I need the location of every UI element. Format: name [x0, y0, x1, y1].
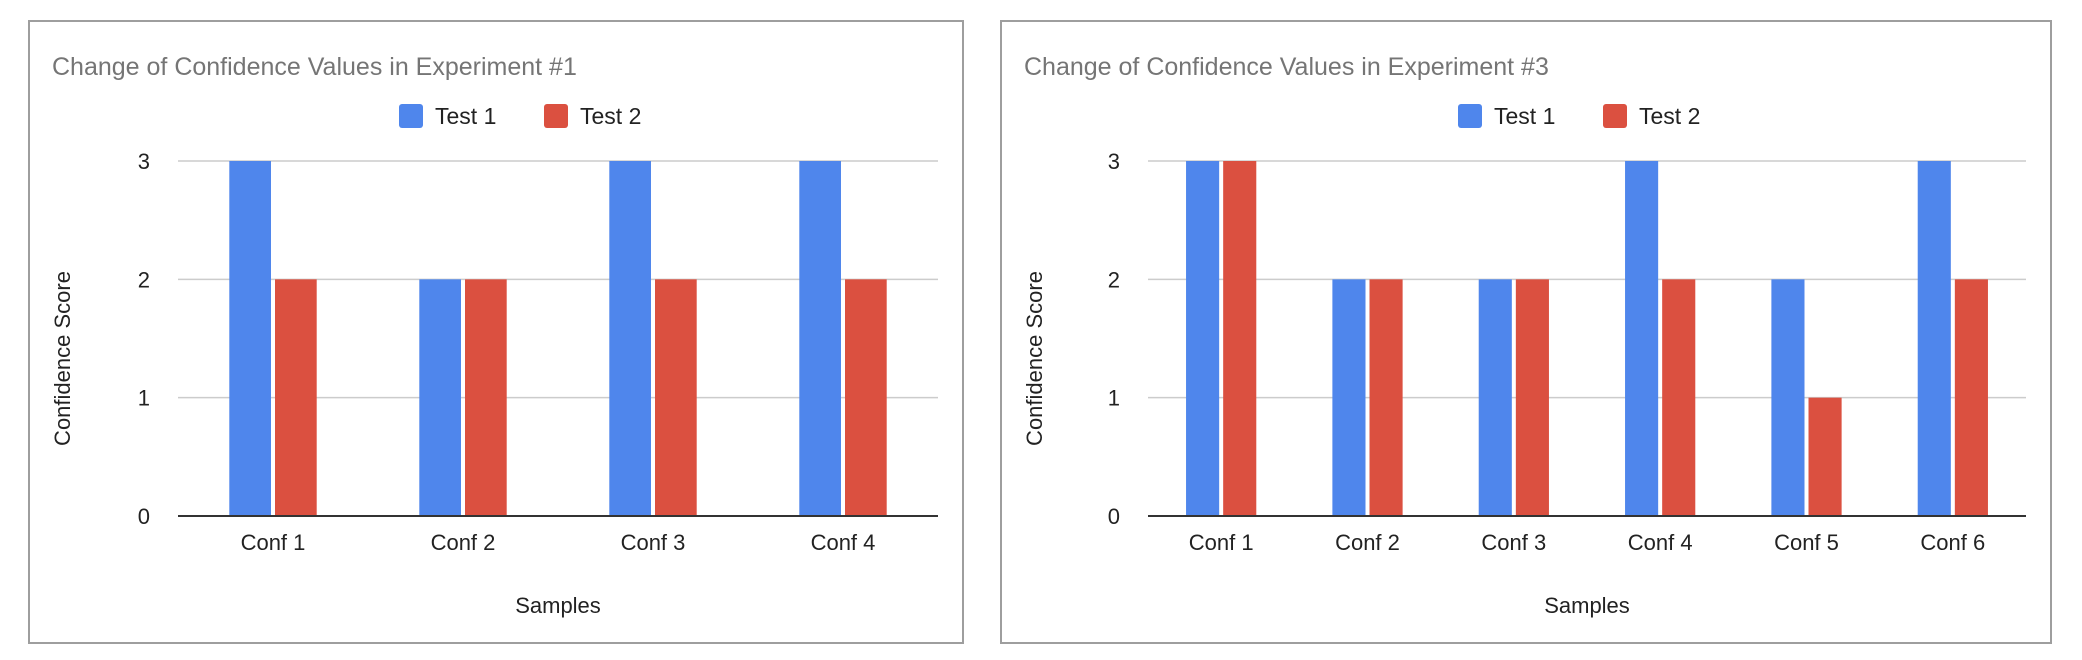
bar-test-2-conf-3 — [655, 279, 697, 516]
bar-test-1-conf-3 — [1478, 279, 1512, 516]
bar-test-2-conf-2 — [1369, 279, 1403, 516]
y-axis-title: Confidence Score — [50, 271, 75, 446]
y-tick-label-2: 2 — [1108, 267, 1120, 292]
bar-test-1-conf-4 — [1625, 161, 1659, 516]
bar-test-2-conf-5 — [1808, 397, 1842, 516]
bar-test-2-conf-3 — [1515, 279, 1549, 516]
chart-title: Change of Confidence Values in Experimen… — [1024, 53, 1549, 81]
x-axis-title: Samples — [515, 593, 601, 618]
bar-test-1-conf-3 — [609, 161, 651, 516]
bar-test-2-conf-6 — [1954, 279, 1988, 516]
y-tick-label-1: 1 — [138, 386, 150, 411]
x-tick-label-conf-3: Conf 3 — [1481, 530, 1546, 555]
x-tick-label-conf-1: Conf 1 — [241, 530, 306, 555]
bar-chart-experiment-1: Change of Confidence Values in Experimen… — [50, 53, 938, 618]
legend-swatch-test-2 — [544, 104, 568, 128]
chart-panel-experiment-3: Change of Confidence Values in Experimen… — [1000, 20, 2052, 644]
x-tick-label-conf-4: Conf 4 — [1628, 530, 1693, 555]
chart-title: Change of Confidence Values in Experimen… — [52, 53, 577, 81]
x-axis-title: Samples — [1544, 593, 1630, 618]
x-tick-label-conf-2: Conf 2 — [1335, 530, 1400, 555]
bar-test-1-conf-2 — [1332, 279, 1366, 516]
legend-swatch-test-1 — [399, 104, 423, 128]
bar-test-2-conf-1 — [275, 279, 317, 516]
y-tick-label-3: 3 — [138, 149, 150, 174]
legend-label-test-2: Test 2 — [1639, 103, 1700, 129]
y-tick-label-0: 0 — [138, 504, 150, 529]
bar-test-2-conf-2 — [465, 279, 507, 516]
bar-test-1-conf-1 — [229, 161, 271, 516]
bar-test-1-conf-2 — [419, 279, 461, 516]
x-tick-label-conf-5: Conf 5 — [1774, 530, 1839, 555]
bar-test-1-conf-5 — [1771, 279, 1805, 516]
x-tick-label-conf-2: Conf 2 — [431, 530, 496, 555]
y-tick-label-3: 3 — [1108, 149, 1120, 174]
bar-chart-experiment-3: Change of Confidence Values in Experimen… — [1022, 53, 2026, 618]
y-tick-label-0: 0 — [1108, 504, 1120, 529]
bar-test-1-conf-4 — [799, 161, 841, 516]
bar-test-1-conf-6 — [1917, 161, 1951, 516]
y-axis-title: Confidence Score — [1022, 271, 1047, 446]
x-tick-label-conf-3: Conf 3 — [621, 530, 686, 555]
chart-panel-experiment-1: Change of Confidence Values in Experimen… — [28, 20, 964, 644]
legend-label-test-1: Test 1 — [435, 103, 496, 129]
legend-swatch-test-2 — [1603, 104, 1627, 128]
bar-test-1-conf-1 — [1186, 161, 1220, 516]
x-tick-label-conf-4: Conf 4 — [811, 530, 876, 555]
bar-test-2-conf-4 — [845, 279, 887, 516]
legend-swatch-test-1 — [1458, 104, 1482, 128]
y-tick-label-2: 2 — [138, 267, 150, 292]
x-tick-label-conf-6: Conf 6 — [1920, 530, 1985, 555]
legend-label-test-2: Test 2 — [580, 103, 641, 129]
bar-test-2-conf-4 — [1662, 279, 1696, 516]
y-tick-label-1: 1 — [1108, 386, 1120, 411]
bar-test-2-conf-1 — [1223, 161, 1257, 516]
legend-label-test-1: Test 1 — [1494, 103, 1555, 129]
x-tick-label-conf-1: Conf 1 — [1189, 530, 1254, 555]
